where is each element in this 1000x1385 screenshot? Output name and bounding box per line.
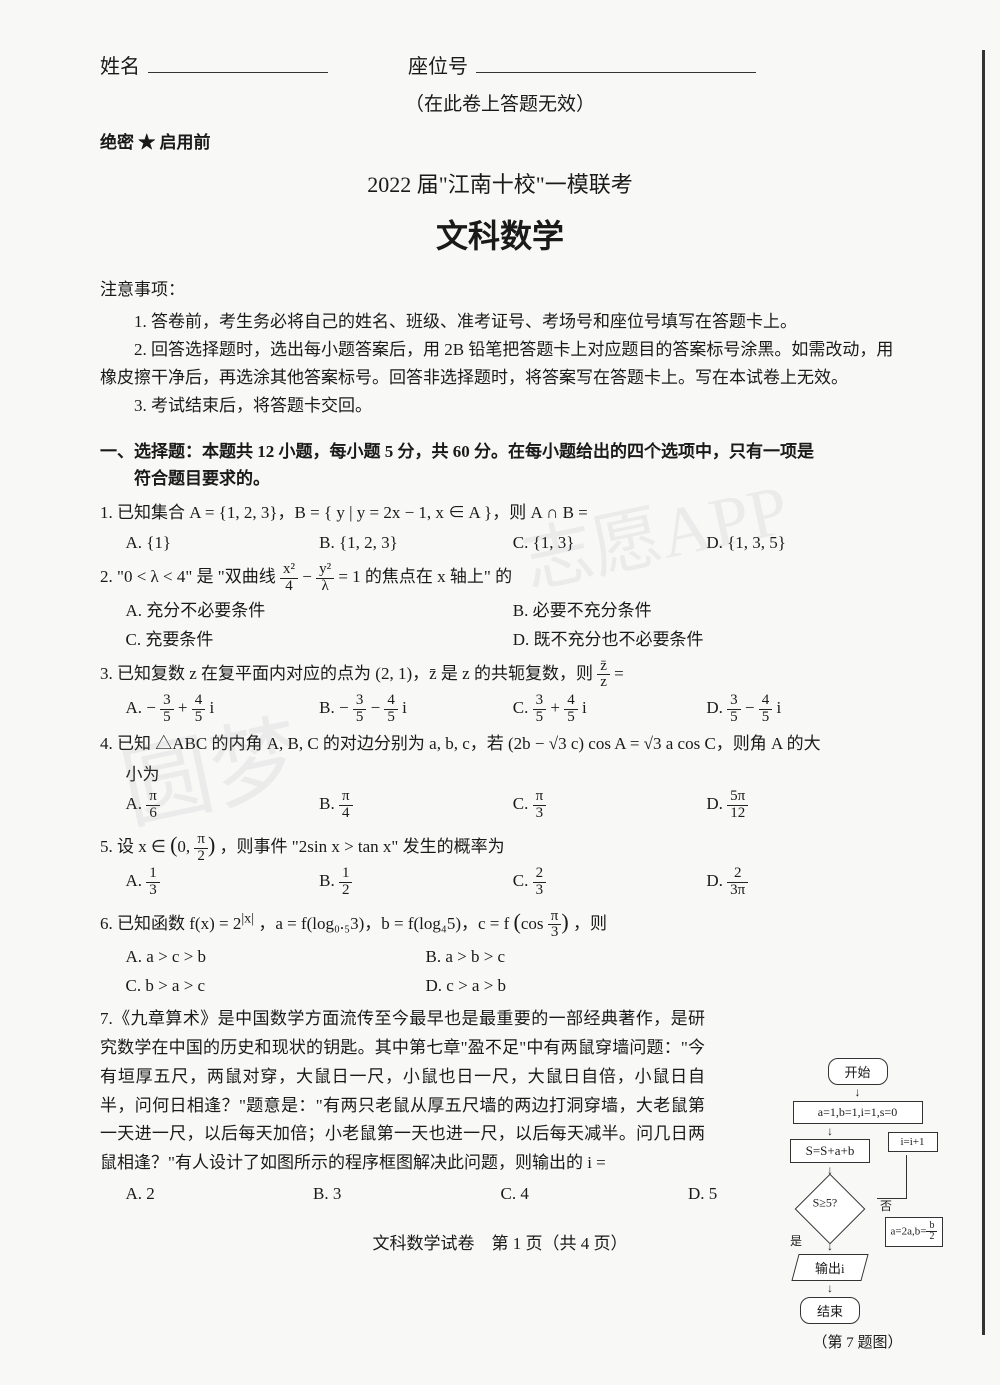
fc-yes: 是 [790, 1232, 802, 1249]
q2-frac1: x²4 [280, 562, 298, 595]
fc-output: 输出i [791, 1254, 868, 1281]
attention-p1: 1. 答卷前，考生务必将自己的姓名、班级、准考证号、考场号和座位号填写在答题卡上… [100, 308, 900, 336]
q5-stem: 5. 设 x ∈ (0, π2) ，则事件 "2sin x > tan x" 发… [100, 826, 900, 864]
fc-arrow: ↓ [775, 1088, 940, 1098]
q3-opt-b: B. − 35 − 45 i [319, 693, 513, 726]
q2-stem: 2. "0 < λ < 4" 是 "双曲线 x²4 − y²λ = 1 的焦点在… [100, 562, 900, 595]
q3-options: A. − 35 + 45 i B. − 35 − 45 i C. 35 + 45… [126, 693, 901, 726]
page-border-right [982, 50, 985, 1335]
q3-opt-a: A. − 35 + 45 i [126, 693, 320, 726]
invalid-notice: （在此卷上答题无效） [100, 89, 900, 116]
name-underline [148, 72, 328, 73]
question-1: 1. 已知集合 A = {1, 2, 3}，B = { y | y = 2x −… [100, 499, 900, 559]
fc-inc: i=i+1 [888, 1132, 938, 1152]
attention-body: 1. 答卷前，考生务必将自己的姓名、班级、准考证号、考场号和座位号填写在答题卡上… [100, 308, 900, 420]
q4-opt-d: D. 5π12 [706, 789, 900, 822]
header-name-row: 姓名 座位号 [100, 50, 900, 79]
q5-stem-post: ，则事件 "2sin x > tan x" 发生的概率为 [220, 837, 505, 856]
fc-caption: （第 7 题图） [775, 1331, 940, 1352]
question-7: 7.《九章算术》是中国数学方面流传至今最早也是最重要的一部经典著作，是研究数学在… [100, 1005, 705, 1209]
section-1-title: 一、选择题：本题共 12 小题，每小题 5 分，共 60 分。在每小题给出的四个… [100, 438, 900, 492]
fc-init: a=1,b=1,i=1,s=0 [793, 1101, 923, 1124]
q3-frac: z̄z [597, 659, 610, 692]
q5-opt-d: D. 23π [706, 866, 900, 899]
q6-stem-post: ，则 [573, 914, 607, 933]
q7-opt-a: A. 2 [126, 1180, 314, 1209]
q5-options: A. 13 B. 12 C. 23 D. 23π [126, 866, 901, 899]
q5-opt-b: B. 12 [319, 866, 513, 899]
name-label: 姓名 [100, 50, 140, 79]
q5-opt-c: C. 23 [513, 866, 707, 899]
exam-title-1: 2022 届"江南十校"一模联考 [100, 167, 900, 199]
question-5: 5. 设 x ∈ (0, π2) ，则事件 "2sin x > tan x" 发… [100, 826, 900, 899]
q4-opt-b: B. π4 [319, 789, 513, 822]
question-4: 4. 已知 △ABC 的内角 A, B, C 的对边分别为 a, b, c，若 … [100, 730, 900, 822]
q3-opt-c: C. 35 + 45 i [513, 693, 707, 726]
q1-opt-a: A. {1} [126, 529, 320, 558]
fc-update: a=2a,b=b2 [885, 1217, 943, 1247]
q2-opt-d: D. 既不充分也不必要条件 [513, 626, 900, 655]
q6-opt-d: D. c > a > b [426, 972, 726, 1001]
q2-stem-pre: 2. "0 < λ < 4" 是 "双曲线 [100, 568, 280, 587]
secret-label: 绝密 ★ 启用前 [100, 128, 900, 153]
q7-options: A. 2 B. 3 C. 4 D. 5 [126, 1180, 876, 1209]
attention-p3: 3. 考试结束后，将答题卡交回。 [100, 392, 900, 420]
q4-stem2: 小为 [126, 761, 901, 790]
q6-options: A. a > c > b B. a > b > c C. b > a > c D… [126, 943, 726, 1001]
q1-opt-c: C. {1, 3} [513, 529, 707, 558]
q3-stem: 3. 已知复数 z 在复平面内对应的点为 (2, 1)，z̄ 是 z 的共轭复数… [100, 659, 900, 692]
q6-opt-c: C. b > a > c [126, 972, 426, 1001]
q3-stem-pre: 3. 已知复数 z 在复平面内对应的点为 (2, 1)，z̄ 是 z 的共轭复数… [100, 664, 597, 683]
question-2: 2. "0 < λ < 4" 是 "双曲线 x²4 − y²λ = 1 的焦点在… [100, 562, 900, 654]
attention-title: 注意事项： [100, 275, 900, 300]
q7-opt-b: B. 3 [313, 1180, 501, 1209]
q4-opt-c: C. π3 [513, 789, 707, 822]
fc-cond: S≥5? [795, 1173, 866, 1244]
section-1-line1: 一、选择题：本题共 12 小题，每小题 5 分，共 60 分。在每小题给出的四个… [100, 442, 814, 461]
q6-opt-b: B. a > b > c [426, 943, 726, 972]
section-1-line2: 符合题目要求的。 [134, 465, 900, 492]
q3-opt-d: D. 35 − 45 i [706, 693, 900, 726]
fc-start: 开始 [828, 1058, 888, 1085]
seat-underline [476, 72, 756, 73]
q1-opt-b: B. {1, 2, 3} [319, 529, 513, 558]
q2-options: A. 充分不必要条件 B. 必要不充分条件 C. 充要条件 D. 既不充分也不必… [126, 597, 901, 655]
exam-title-2: 文科数学 [100, 211, 900, 257]
q7-opt-c: C. 4 [501, 1180, 689, 1209]
q2-opt-b: B. 必要不充分条件 [513, 597, 900, 626]
seat-label: 座位号 [408, 50, 468, 79]
q6-opt-a: A. a > c > b [126, 943, 426, 972]
q6-stem-mid: ，a = f(log₀.₅3)，b = f(log₄5)，c = f [258, 914, 509, 933]
q4-stem: 4. 已知 △ABC 的内角 A, B, C 的对边分别为 a, b, c，若 … [100, 730, 900, 759]
fc-sum: S=S+a+b [790, 1139, 870, 1163]
q7-stem: 7.《九章算术》是中国数学方面流传至今最早也是最重要的一部经典著作，是研究数学在… [100, 1005, 705, 1178]
q2-opt-a: A. 充分不必要条件 [126, 597, 513, 626]
q2-opt-c: C. 充要条件 [126, 626, 513, 655]
attention-p2: 2. 回答选择题时，选出每小题答案后，用 2B 铅笔把答题卡上对应题目的答案标号… [100, 336, 900, 392]
flowchart-q7: 开始 ↓ a=1,b=1,i=1,s=0 ↓ S=S+a+b ↓ S≥5? 是 … [775, 1055, 940, 1352]
q4-opt-a: A. π6 [126, 789, 320, 822]
q4-options: A. π6 B. π4 C. π3 D. 5π12 [126, 789, 901, 822]
q1-options: A. {1} B. {1, 2, 3} C. {1, 3} D. {1, 3, … [126, 529, 901, 558]
q1-stem: 1. 已知集合 A = {1, 2, 3}，B = { y | y = 2x −… [100, 499, 900, 528]
question-6: 6. 已知函数 f(x) = 2|x| ，a = f(log₀.₅3)，b = … [100, 903, 900, 1001]
q5-opt-a: A. 13 [126, 866, 320, 899]
q3-stem-post: = [614, 664, 624, 683]
q6-stem-pre: 6. 已知函数 f(x) = 2 [100, 914, 241, 933]
q6-stem: 6. 已知函数 f(x) = 2|x| ，a = f(log₀.₅3)，b = … [100, 903, 900, 941]
q1-opt-d: D. {1, 3, 5} [706, 529, 900, 558]
question-3: 3. 已知复数 z 在复平面内对应的点为 (2, 1)，z̄ 是 z 的共轭复数… [100, 659, 900, 726]
fc-end: 结束 [800, 1297, 860, 1324]
q2-frac2: y²λ [316, 562, 334, 595]
q5-stem-pre: 5. 设 x ∈ [100, 837, 170, 856]
q2-stem-post: = 1 的焦点在 x 轴上" 的 [338, 568, 512, 587]
fc-arrow: ↓ [775, 1127, 885, 1137]
fc-no: 否 [880, 1197, 892, 1214]
